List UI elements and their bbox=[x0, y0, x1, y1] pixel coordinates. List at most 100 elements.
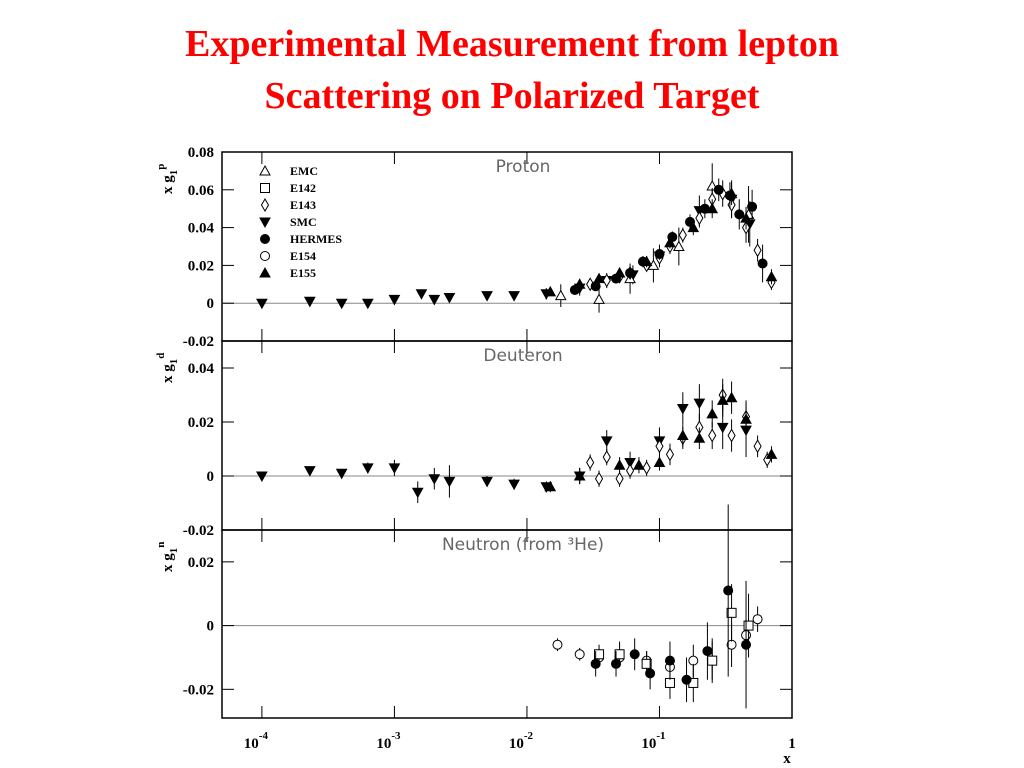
legend-marker bbox=[260, 198, 270, 212]
y-label-sup: p bbox=[155, 164, 167, 170]
marker bbox=[574, 649, 585, 660]
x-tick-label: 10-2 bbox=[509, 730, 534, 752]
marker bbox=[481, 291, 493, 302]
marker bbox=[256, 471, 268, 483]
marker bbox=[723, 585, 734, 596]
marker bbox=[664, 655, 675, 666]
y-tick-label: -0.02 bbox=[183, 334, 214, 350]
marker bbox=[753, 439, 762, 454]
marker bbox=[664, 677, 675, 688]
legend-label: E142 bbox=[290, 181, 316, 195]
marker bbox=[593, 293, 605, 304]
marker bbox=[303, 466, 316, 477]
marker bbox=[716, 422, 729, 434]
marker bbox=[664, 236, 676, 248]
marker bbox=[747, 201, 758, 212]
legend-label: E154 bbox=[290, 249, 316, 263]
y-label-base: x g bbox=[160, 175, 176, 194]
marker bbox=[641, 658, 652, 669]
legend-label: E143 bbox=[290, 198, 316, 212]
legend-label: HERMES bbox=[290, 232, 342, 246]
marker bbox=[706, 202, 719, 214]
y-tick-label: 0.02 bbox=[188, 555, 214, 571]
marker bbox=[765, 270, 778, 282]
legend-marker bbox=[259, 164, 271, 176]
marker bbox=[653, 456, 666, 467]
marker bbox=[335, 298, 348, 310]
marker bbox=[508, 479, 520, 491]
marker bbox=[645, 668, 656, 679]
legend-label: EMC bbox=[290, 164, 318, 178]
marker bbox=[740, 212, 752, 223]
marker bbox=[633, 459, 645, 470]
legend-marker bbox=[260, 183, 270, 193]
marker bbox=[725, 391, 738, 403]
marker bbox=[481, 476, 493, 488]
y-tick-label: 0.04 bbox=[188, 221, 215, 237]
marker bbox=[743, 620, 754, 631]
marker bbox=[428, 294, 441, 306]
marker bbox=[693, 432, 706, 443]
y-tick-label: 0.06 bbox=[188, 183, 215, 199]
x-tick-base: 10 bbox=[244, 736, 259, 752]
marker bbox=[361, 298, 374, 310]
marker bbox=[428, 474, 441, 485]
y-label-sub: 1 bbox=[168, 548, 180, 554]
marker bbox=[388, 463, 401, 474]
marker bbox=[640, 255, 653, 267]
marker bbox=[642, 460, 651, 475]
x-tick-label: 10-1 bbox=[641, 730, 665, 752]
x-tick-exp: -1 bbox=[656, 730, 665, 742]
x-tick-label: 10-3 bbox=[376, 730, 401, 752]
y-axis-label: x g1n bbox=[155, 542, 180, 572]
y-label-sub: 1 bbox=[168, 170, 180, 176]
marker bbox=[765, 448, 778, 459]
y-tick-label: 0 bbox=[207, 619, 215, 635]
marker bbox=[361, 463, 374, 474]
y-tick-label: -0.02 bbox=[183, 682, 214, 698]
marker bbox=[629, 649, 640, 660]
marker bbox=[753, 243, 762, 258]
y-tick-label: -0.02 bbox=[183, 523, 214, 539]
marker bbox=[611, 658, 622, 669]
marker bbox=[256, 298, 268, 310]
marker bbox=[443, 476, 456, 488]
panel-label: Neutron (from ³He) bbox=[442, 535, 604, 555]
marker bbox=[544, 480, 557, 492]
marker bbox=[706, 407, 719, 419]
y-tick-label: 0.02 bbox=[188, 258, 214, 274]
marker bbox=[654, 249, 665, 260]
y-label-sub: 1 bbox=[168, 359, 180, 365]
marker bbox=[625, 267, 636, 278]
marker bbox=[741, 639, 752, 650]
y-axis-label: x g1p bbox=[155, 164, 180, 194]
marker bbox=[388, 294, 401, 306]
marker bbox=[590, 658, 601, 669]
marker bbox=[676, 404, 689, 415]
marker bbox=[672, 240, 685, 251]
marker bbox=[734, 209, 745, 220]
marker bbox=[508, 291, 520, 302]
y-tick-label: 0 bbox=[207, 469, 215, 485]
marker bbox=[713, 184, 724, 195]
marker bbox=[411, 487, 424, 499]
marker bbox=[443, 293, 456, 304]
legend-label: SMC bbox=[290, 215, 317, 229]
marker bbox=[600, 436, 613, 447]
marker bbox=[687, 221, 700, 233]
marker bbox=[613, 459, 626, 470]
x-tick-label: 1 bbox=[788, 736, 796, 752]
legend-marker bbox=[259, 266, 271, 278]
panel-label: Proton bbox=[496, 157, 551, 177]
marker bbox=[303, 296, 316, 308]
x-tick-exp: -2 bbox=[524, 730, 534, 742]
x-tick-base: 10 bbox=[509, 736, 524, 752]
marker bbox=[602, 450, 611, 465]
marker bbox=[716, 394, 729, 405]
marker bbox=[614, 649, 625, 660]
marker bbox=[613, 266, 626, 278]
marker bbox=[740, 413, 752, 424]
